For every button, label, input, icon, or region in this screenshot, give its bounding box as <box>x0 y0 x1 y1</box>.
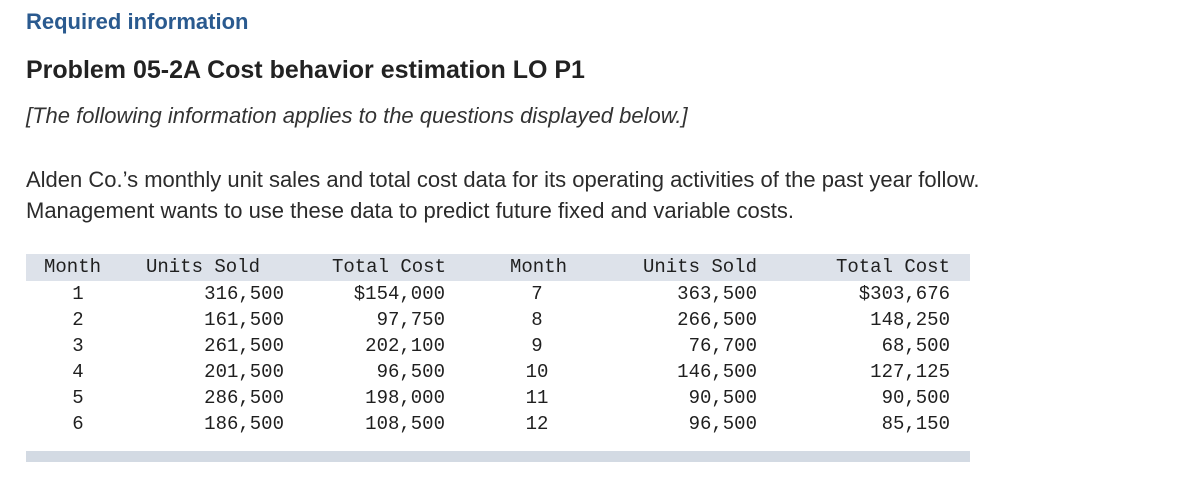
total-cost-cell: 198,000 <box>365 387 445 409</box>
month-cell: 8 <box>531 309 543 331</box>
month-cell: 4 <box>72 361 84 383</box>
header-total-cost-2: Total Cost <box>835 256 950 278</box>
total-cost-cell: $154,000 <box>353 283 445 305</box>
units-sold-cell: 161,500 <box>204 309 284 331</box>
description-line-1: Alden Co.’s monthly unit sales and total… <box>26 167 980 192</box>
total-cost-cell: 85,150 <box>881 413 950 435</box>
table-row: 1 316,500 $154,000 7 363,500 $303,676 <box>26 281 970 307</box>
units-sold-cell: 201,500 <box>204 361 284 383</box>
problem-title: Problem 05-2A Cost behavior estimation L… <box>26 56 585 84</box>
required-information-heading: Required information <box>26 9 249 34</box>
table-row: 2 161,500 97,750 8 266,500 148,250 <box>26 307 970 333</box>
description-line-2: Management wants to use these data to pr… <box>26 198 795 223</box>
total-cost-cell: 90,500 <box>881 387 950 409</box>
units-sold-cell: 363,500 <box>677 283 757 305</box>
month-cell: 10 <box>525 361 549 383</box>
total-cost-cell: 68,500 <box>881 335 950 357</box>
units-sold-cell: 90,500 <box>688 387 757 409</box>
units-sold-cell: 96,500 <box>688 413 757 435</box>
units-sold-cell: 186,500 <box>204 413 284 435</box>
month-cell: 11 <box>525 387 549 409</box>
total-cost-cell: 96,500 <box>376 361 445 383</box>
instruction-note: [The following information applies to th… <box>26 103 688 128</box>
units-sold-cell: 76,700 <box>688 335 757 357</box>
units-sold-cell: 266,500 <box>677 309 757 331</box>
total-cost-cell: 97,750 <box>376 309 445 331</box>
total-cost-cell: 148,250 <box>870 309 950 331</box>
month-cell: 6 <box>72 413 84 435</box>
month-cell: 5 <box>72 387 84 409</box>
problem-description: Alden Co.’s monthly unit sales and total… <box>26 164 1166 226</box>
month-cell: 1 <box>72 283 84 305</box>
month-cell: 7 <box>531 283 543 305</box>
total-cost-cell: 108,500 <box>365 413 445 435</box>
total-cost-cell: 202,100 <box>365 335 445 357</box>
header-month-1: Month <box>43 256 101 278</box>
month-cell: 3 <box>72 335 84 357</box>
units-sold-cell: 316,500 <box>204 283 284 305</box>
header-month-2: Month <box>509 256 567 278</box>
header-units-sold-1: Units Sold <box>145 256 260 278</box>
units-sold-cell: 261,500 <box>204 335 284 357</box>
table-row: 6 186,500 108,500 12 96,500 85,150 <box>26 411 970 437</box>
table-row: 4 201,500 96,500 10 146,500 127,125 <box>26 359 970 385</box>
units-sold-cell: 286,500 <box>204 387 284 409</box>
month-cell: 12 <box>525 413 549 435</box>
header-units-sold-2: Units Sold <box>642 256 757 278</box>
cost-data-table: Month Units Sold Total Cost Month Units … <box>26 254 970 462</box>
table-row: 5 286,500 198,000 11 90,500 90,500 <box>26 385 970 411</box>
table-row: 3 261,500 202,100 9 76,700 68,500 <box>26 333 970 359</box>
units-sold-cell: 146,500 <box>677 361 757 383</box>
table-header-row: Month Units Sold Total Cost Month Units … <box>26 254 970 281</box>
total-cost-cell: $303,676 <box>858 283 950 305</box>
header-total-cost-1: Total Cost <box>331 256 446 278</box>
table-footer-bar <box>26 451 970 462</box>
month-cell: 9 <box>531 335 543 357</box>
month-cell: 2 <box>72 309 84 331</box>
total-cost-cell: 127,125 <box>870 361 950 383</box>
